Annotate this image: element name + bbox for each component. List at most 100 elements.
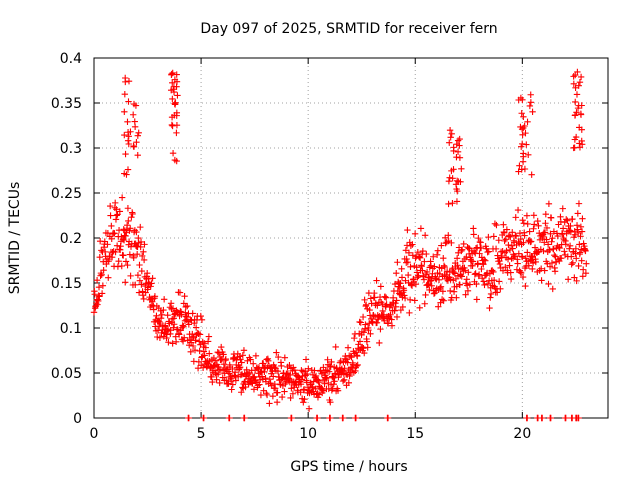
data-point (577, 233, 584, 240)
data-point (480, 256, 488, 263)
data-point (506, 246, 514, 254)
data-point (526, 228, 533, 235)
data-point (191, 346, 199, 354)
data-point (561, 251, 569, 259)
data-point (445, 232, 452, 239)
data-point (444, 277, 452, 284)
data-point (106, 202, 114, 210)
data-point (562, 241, 570, 248)
data-point (502, 263, 509, 271)
data-point (422, 291, 429, 299)
data-point (470, 231, 477, 238)
data-point (532, 258, 539, 266)
data-point (416, 253, 423, 261)
data-point (374, 302, 381, 309)
data-point (160, 296, 168, 303)
data-point (544, 241, 552, 248)
data-point (236, 364, 243, 372)
data-point (256, 381, 263, 388)
data-point (552, 253, 559, 260)
data-point (367, 315, 375, 323)
data-point (529, 259, 537, 267)
data-point (525, 151, 532, 158)
data-point (450, 166, 457, 173)
data-point (361, 349, 368, 357)
y-tick-label: 0.25 (51, 186, 82, 202)
data-point (269, 392, 277, 400)
data-point (118, 262, 125, 270)
data-point (527, 91, 534, 98)
data-point (151, 293, 159, 300)
data-point (463, 282, 471, 289)
data-point (454, 148, 462, 155)
data-point (491, 220, 499, 227)
data-point (133, 138, 140, 146)
data-point (322, 375, 330, 383)
data-point (197, 312, 204, 320)
data-point (571, 112, 579, 119)
data-point (485, 248, 492, 255)
data-point (481, 281, 488, 289)
data-point (486, 304, 493, 312)
data-point (356, 318, 363, 326)
data-point (470, 248, 478, 256)
data-point (281, 354, 289, 361)
data-point (200, 348, 208, 355)
data-point (512, 232, 520, 240)
data-point (260, 360, 267, 367)
data-point (252, 352, 260, 360)
data-point (189, 342, 197, 350)
data-point (518, 143, 525, 150)
chart-title: Day 097 of 2025, SRMTID for receiver fer… (200, 21, 497, 37)
data-point (182, 303, 189, 311)
data-point (411, 230, 419, 238)
data-point (116, 208, 124, 215)
data-point (554, 232, 561, 240)
data-point (130, 142, 137, 150)
data-point (124, 205, 132, 212)
data-point (265, 357, 272, 364)
data-point (578, 126, 585, 133)
data-point (287, 394, 294, 402)
data-point (205, 360, 212, 368)
data-point (182, 309, 189, 316)
data-point (121, 108, 128, 116)
data-point (355, 341, 362, 348)
data-point (377, 325, 384, 333)
data-point (274, 389, 281, 396)
data-point (551, 252, 558, 259)
data-point (502, 236, 509, 243)
data-point (575, 414, 582, 422)
data-point (220, 360, 228, 368)
data-point (245, 370, 252, 378)
data-point (237, 356, 244, 363)
data-point (205, 333, 213, 340)
data-point (138, 267, 146, 275)
data-point (289, 390, 297, 397)
data-point (351, 334, 358, 342)
data-point (500, 221, 507, 228)
data-point (98, 290, 106, 297)
data-point (480, 261, 487, 268)
data-point (118, 233, 125, 240)
data-point (509, 245, 516, 252)
data-point (440, 262, 448, 269)
data-point (187, 348, 194, 355)
data-point (127, 225, 134, 232)
data-point (539, 414, 546, 422)
data-point (577, 73, 585, 81)
data-point (448, 130, 455, 138)
data-point (221, 364, 229, 372)
data-point (129, 111, 137, 118)
data-point (572, 98, 579, 106)
data-point (485, 233, 492, 241)
data-point (384, 414, 392, 422)
data-point (136, 277, 144, 284)
data-point (347, 352, 354, 360)
data-point (421, 258, 428, 265)
data-point (140, 248, 147, 256)
data-point (456, 135, 463, 143)
data-point (393, 269, 400, 277)
data-point (408, 282, 416, 289)
data-point (255, 364, 263, 371)
